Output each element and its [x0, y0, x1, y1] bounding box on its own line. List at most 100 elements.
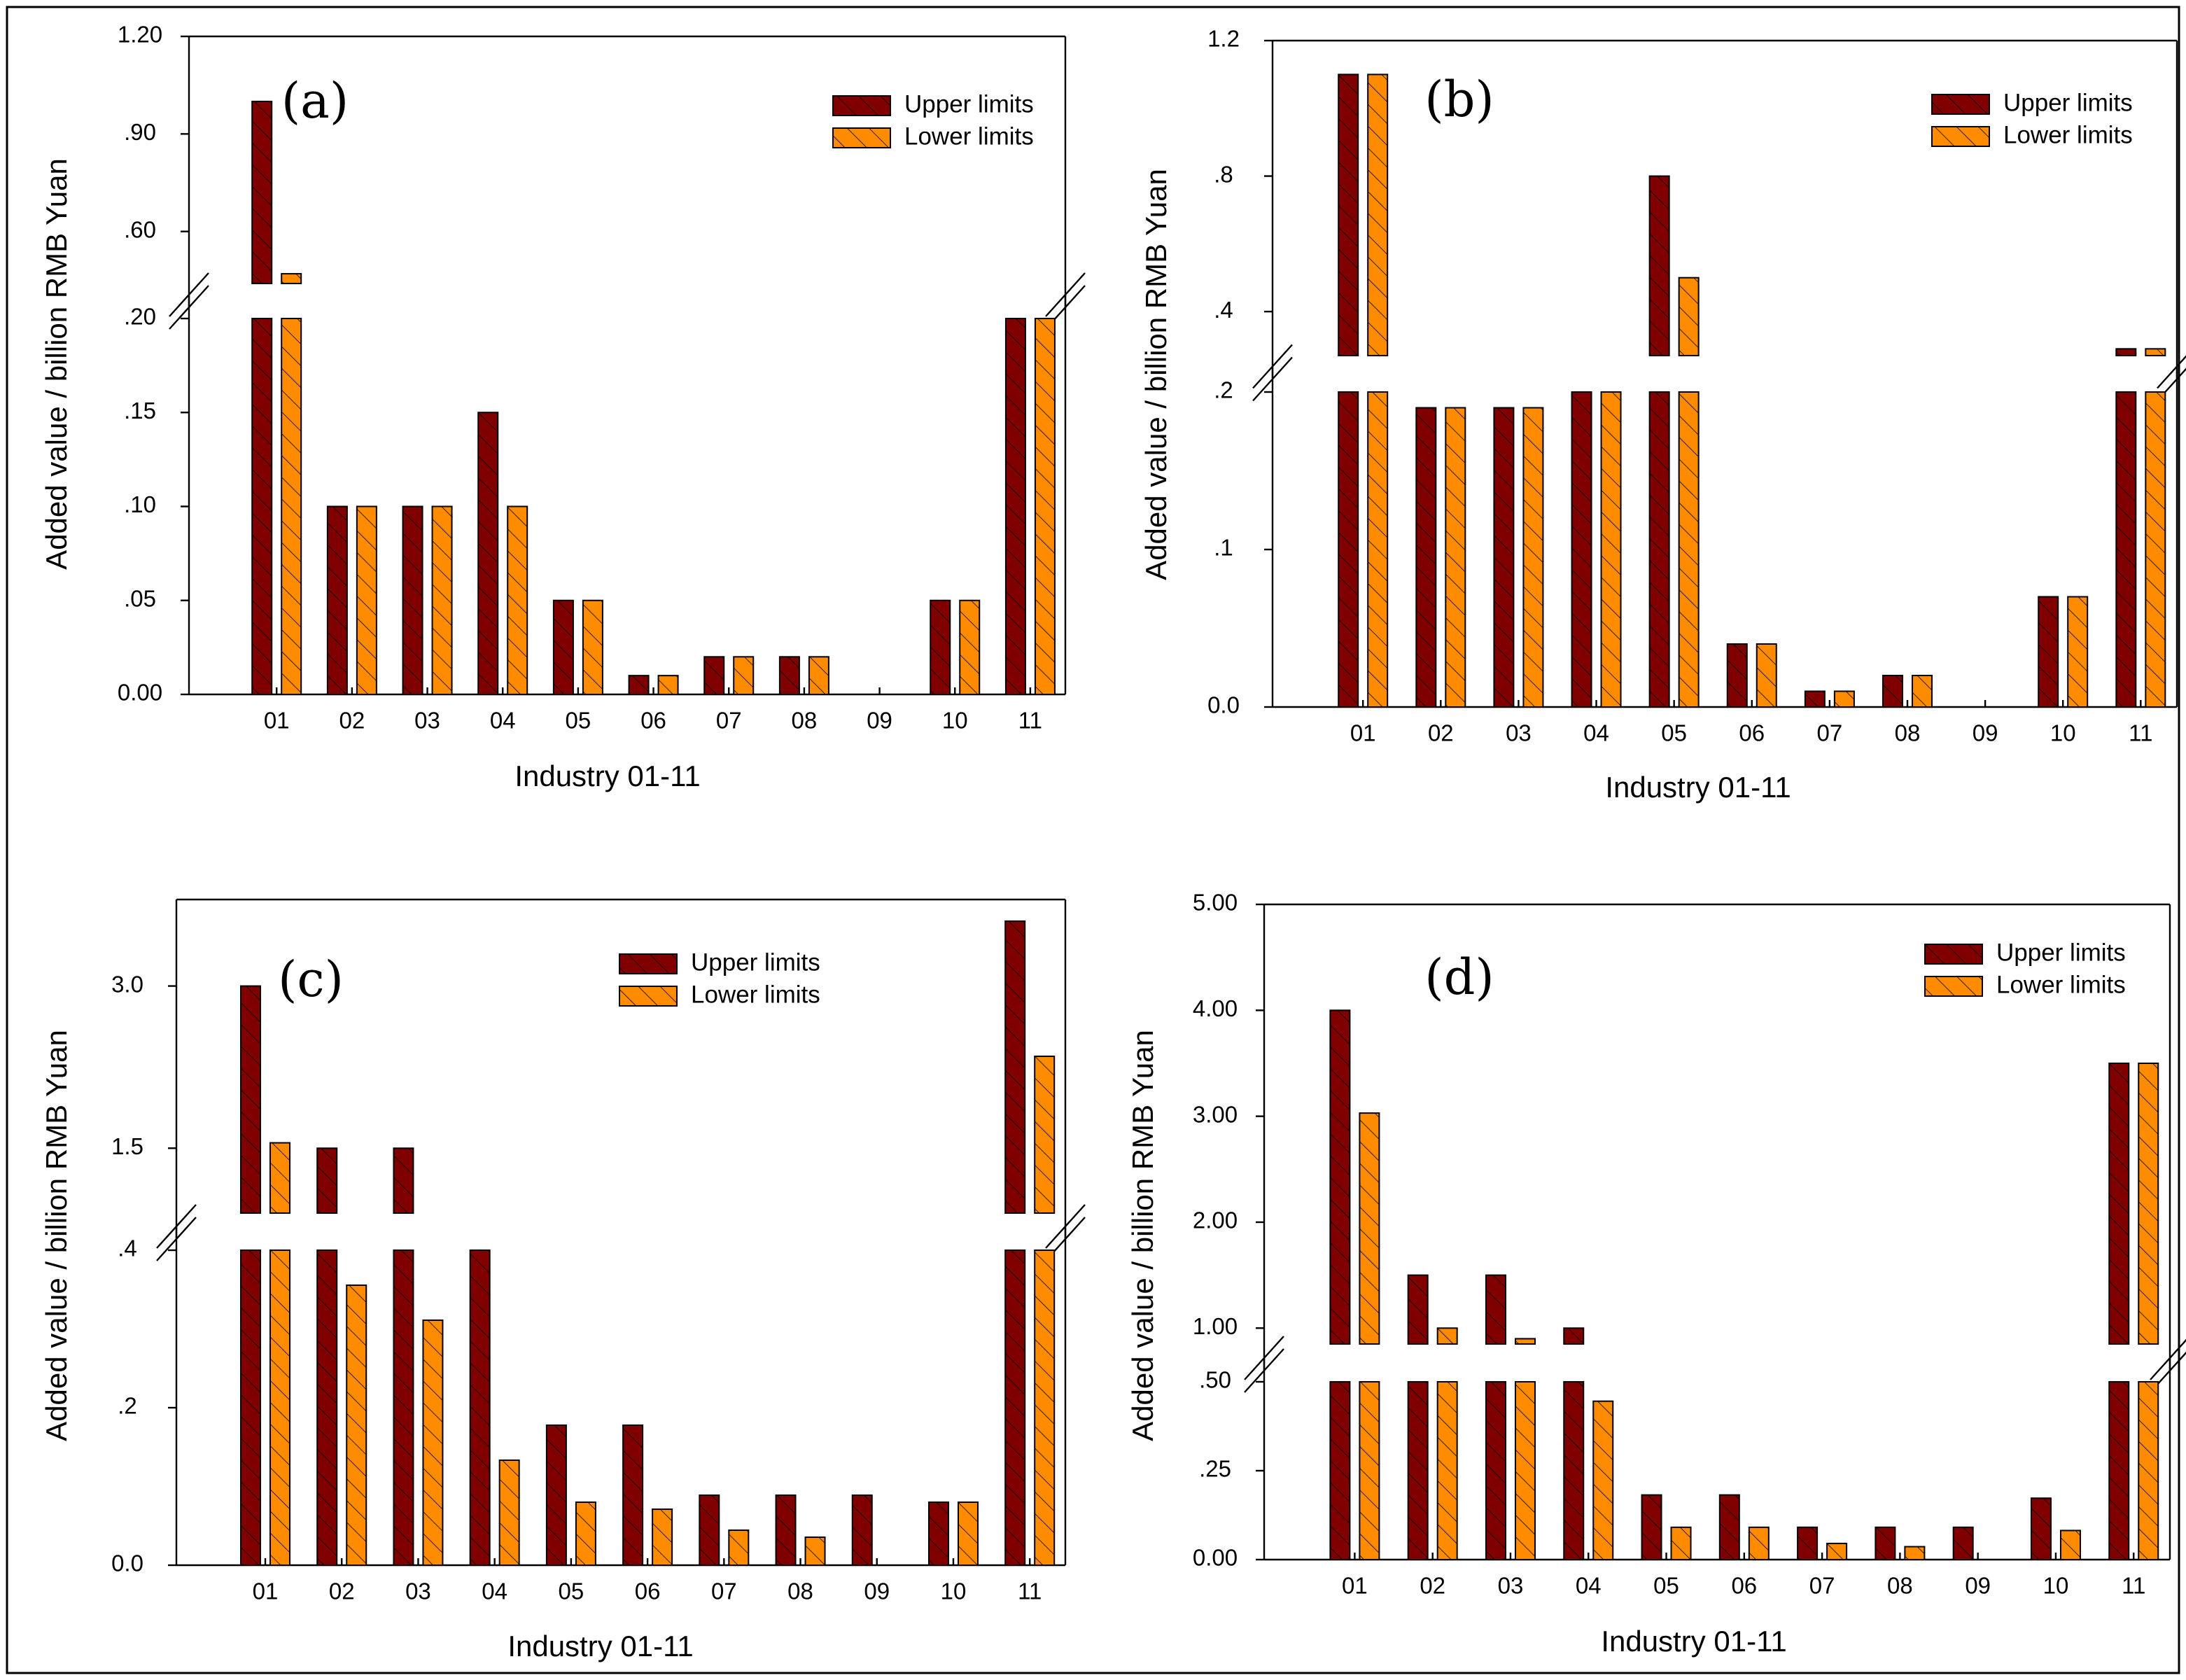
- x-tick-label: 05: [1653, 1573, 1679, 1599]
- x-tick-label: 04: [1576, 1573, 1602, 1599]
- legend-swatch: [1924, 944, 1983, 965]
- y-tick-label: .15: [124, 398, 156, 424]
- panel-label: (d): [1424, 948, 1494, 1006]
- bar-lower-limit: [1600, 391, 1622, 708]
- y-tick-label: 3.00: [1193, 1101, 1238, 1127]
- y-axis-title: Added value / billion RMB Yuan: [40, 1030, 73, 1441]
- x-tick-label: 03: [414, 708, 440, 734]
- bar-lower-limit: [582, 599, 603, 695]
- axis-break-mark: [2150, 1338, 2186, 1380]
- bar-upper-limit: [2115, 391, 2137, 708]
- x-tick-label: 06: [1739, 720, 1765, 746]
- bar-upper-limit: [477, 412, 499, 695]
- bar-upper-limit: [1338, 391, 1359, 708]
- bar-lower-limit: [2138, 1381, 2159, 1560]
- axis-break-mark: [1045, 272, 1086, 317]
- x-tick-label: 02: [329, 1578, 355, 1604]
- x-tick-label: 05: [559, 1578, 584, 1604]
- y-tick-label: 1.00: [1193, 1313, 1238, 1339]
- legend-label: Upper limits: [691, 948, 820, 976]
- x-tick-label: 02: [1428, 720, 1454, 746]
- y-tick-label: .1: [1214, 535, 1233, 561]
- y-tick-label: 1.20: [118, 22, 162, 48]
- x-tick-label: 07: [1817, 720, 1843, 746]
- legend-swatch: [1931, 94, 1990, 115]
- y-axis-title: Added value / billion RMB Yuan: [1126, 1030, 1159, 1441]
- bar-lower-limit: [1756, 643, 1777, 708]
- legend-label: Lower limits: [2003, 121, 2133, 148]
- x-tick-label: 07: [1809, 1573, 1835, 1599]
- panel-c: 0.0 .2 .4 1.5 3.0 01 02 03 04 05 06 07 08 09 10 11 (c) Up…: [40, 898, 1086, 1662]
- bar-lower-limit: [1522, 407, 1544, 708]
- bar-upper-limit: [775, 1494, 797, 1566]
- y-tick-label: .10: [124, 491, 156, 517]
- x-axis-title: Industry 01-11: [1601, 1625, 1786, 1658]
- bar-upper-limit: [2108, 1381, 2130, 1560]
- bar-upper-limit: [851, 1494, 873, 1566]
- y-axis-title: Added value / billion RMB Yuan: [40, 158, 73, 570]
- y-tick-label: .05: [124, 585, 156, 611]
- bar-upper-limit-upper-segment: [1563, 1327, 1585, 1345]
- bar-upper-limit: [622, 1424, 644, 1566]
- legend: Upper limits Lower limits: [1931, 89, 2133, 148]
- x-tick-label: 04: [482, 1578, 507, 1604]
- x-axis-title: Industry 01-11: [507, 1630, 693, 1662]
- bar-upper-limit-upper-segment: [1004, 920, 1026, 1214]
- bar-lower-limit: [1833, 690, 1855, 708]
- legend-label: Lower limits: [904, 122, 1034, 150]
- panel-a: 0.00 .05 .10 .15 .20 .60 .90 1.20 01 02 03 04 05 06 07…: [40, 22, 1086, 792]
- legend: Upper limits Lower limits: [832, 90, 1034, 150]
- bar-lower-limit: [1592, 1400, 1614, 1561]
- x-tick-label: 03: [1506, 720, 1532, 746]
- bar-lower-limit: [1911, 675, 1933, 708]
- bar-upper-limit: [1485, 1381, 1506, 1560]
- x-tick-label: 11: [2122, 1573, 2145, 1599]
- x-tick-label: 10: [942, 708, 968, 734]
- x-tick-label: 11: [1018, 708, 1042, 734]
- x-tick-label: 07: [711, 1578, 737, 1604]
- y-tick-label: .2: [118, 1393, 137, 1419]
- y-tick-label: .8: [1214, 161, 1233, 187]
- x-tick-label: 10: [941, 1578, 967, 1604]
- bar-lower-limit: [356, 505, 377, 695]
- bar-lower-limit: [733, 656, 755, 695]
- x-tick-label: 11: [1018, 1578, 1042, 1604]
- panel-label: (b): [1424, 71, 1494, 128]
- x-tick-label: 09: [864, 1578, 890, 1604]
- x-tick-label: 03: [405, 1578, 431, 1604]
- axis-break-mark: [1252, 344, 1293, 389]
- bar-upper-limit: [1875, 1526, 1896, 1560]
- bar-upper-limit: [628, 675, 650, 696]
- bar-lower-limit: [1436, 1381, 1458, 1560]
- bar-lower-limit: [957, 1502, 979, 1566]
- y-tick-label: 1.2: [1207, 26, 1240, 52]
- bar-upper-limit: [1882, 675, 1903, 708]
- bar-upper-limit: [393, 1250, 414, 1566]
- x-tick-label: 05: [1661, 720, 1687, 746]
- axis-break-mark: [1244, 1336, 1284, 1380]
- bar-lower-limit: [1034, 1250, 1056, 1566]
- bar-upper-limit-upper-segment: [2108, 1062, 2130, 1345]
- bar-upper-limit: [1415, 407, 1437, 708]
- bar-lower-limit-upper-segment: [269, 1142, 290, 1214]
- bar-lower-limit-upper-segment: [1367, 74, 1389, 357]
- x-tick-label: 06: [640, 708, 666, 734]
- bar-upper-limit: [469, 1250, 491, 1566]
- bar-upper-limit: [927, 1502, 949, 1566]
- bar-upper-limit-upper-segment: [240, 985, 261, 1214]
- y-tick-label: 4.00: [1193, 995, 1238, 1021]
- bar-lower-limit: [498, 1460, 520, 1566]
- y-tick-label: .20: [124, 304, 156, 330]
- bar-upper-limit: [778, 656, 800, 695]
- x-tick-label: 09: [867, 708, 892, 734]
- y-tick-label: 0.0: [1207, 692, 1240, 718]
- bar-lower-limit: [269, 1250, 290, 1566]
- bar-upper-limit-upper-segment: [1648, 175, 1670, 356]
- bar-lower-limit: [1445, 407, 1466, 708]
- bar-upper-limit-upper-segment: [1338, 74, 1359, 357]
- x-tick-label: 01: [1350, 720, 1376, 746]
- bar-upper-limit-upper-segment: [2115, 348, 2137, 356]
- bar-lower-limit: [431, 505, 453, 695]
- bar-lower-limit: [804, 1536, 826, 1566]
- bar-lower-limit-upper-segment: [1678, 276, 1700, 357]
